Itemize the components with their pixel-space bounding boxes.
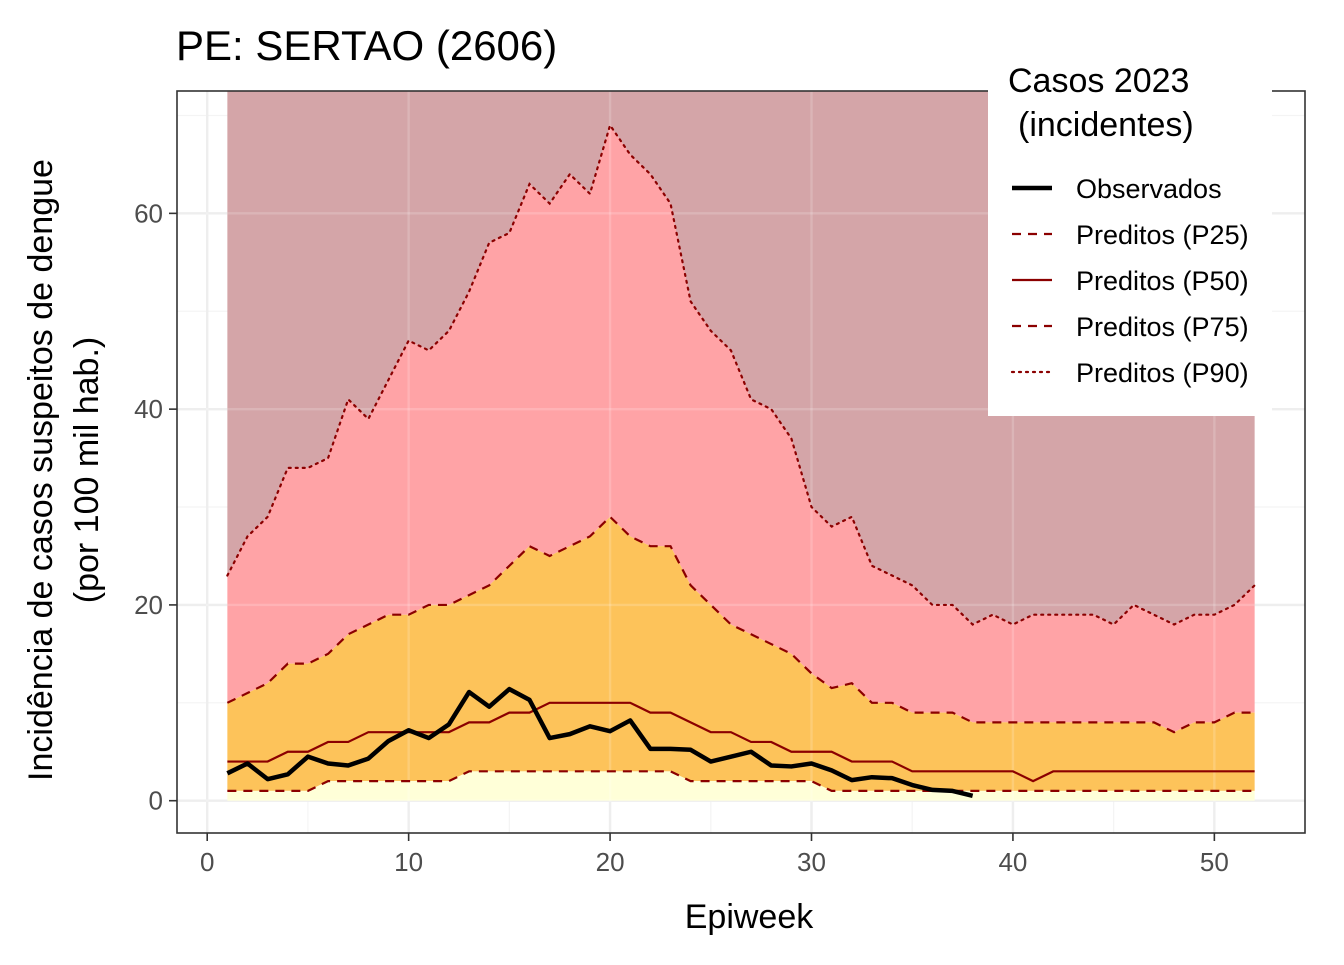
legend-title-line1: Casos 2023 [1008, 62, 1189, 100]
y-tick-label: 60 [134, 198, 163, 228]
x-tick-label: 30 [797, 847, 826, 877]
band-p75-p90 [227, 125, 1255, 733]
legend-label-p75: Preditos (P75) [1076, 312, 1249, 342]
series-line-p75 [226, 515, 1255, 734]
legend-label-p90: Preditos (P90) [1076, 358, 1249, 388]
x-tick-label: 10 [394, 847, 423, 877]
legend-keys [1010, 185, 1054, 374]
series-lines [226, 122, 1256, 798]
x-tick-label: 50 [1200, 847, 1229, 877]
series-line-p25 [227, 770, 1255, 793]
x-tick-label: 40 [998, 847, 1027, 877]
series-line-p50 [227, 701, 1255, 783]
y-tick-label: 0 [149, 786, 163, 816]
chart-title: PE: SERTAO (2606) [176, 22, 557, 69]
y-tick-label: 20 [134, 590, 163, 620]
x-tick-label: 20 [596, 847, 625, 877]
legend-title-line2: (incidentes) [1018, 106, 1194, 144]
series-line-p90 [226, 122, 1256, 626]
axis-ticks: 0 10 20 30 40 50 0 20 40 60 [134, 198, 1229, 877]
legend-label-observados: Observados [1076, 174, 1222, 204]
legend-label-p25: Preditos (P25) [1076, 220, 1249, 250]
x-axis-title: Epiweek [685, 898, 815, 936]
x-tick-label: 0 [200, 847, 214, 877]
legend-label-p50: Preditos (P50) [1076, 266, 1249, 296]
band-below-p25 [227, 771, 1255, 801]
y-tick-label: 40 [134, 394, 163, 424]
legend: Casos 2023 (incidentes) Observados Predi… [988, 50, 1272, 416]
panel-border [176, 90, 1306, 834]
series-line-observados [226, 686, 974, 798]
y-axis-title-line2: (por 100 mil hab.) [68, 337, 106, 603]
y-axis-title-line1: Incidência de casos suspeitos de dengue [22, 159, 60, 781]
